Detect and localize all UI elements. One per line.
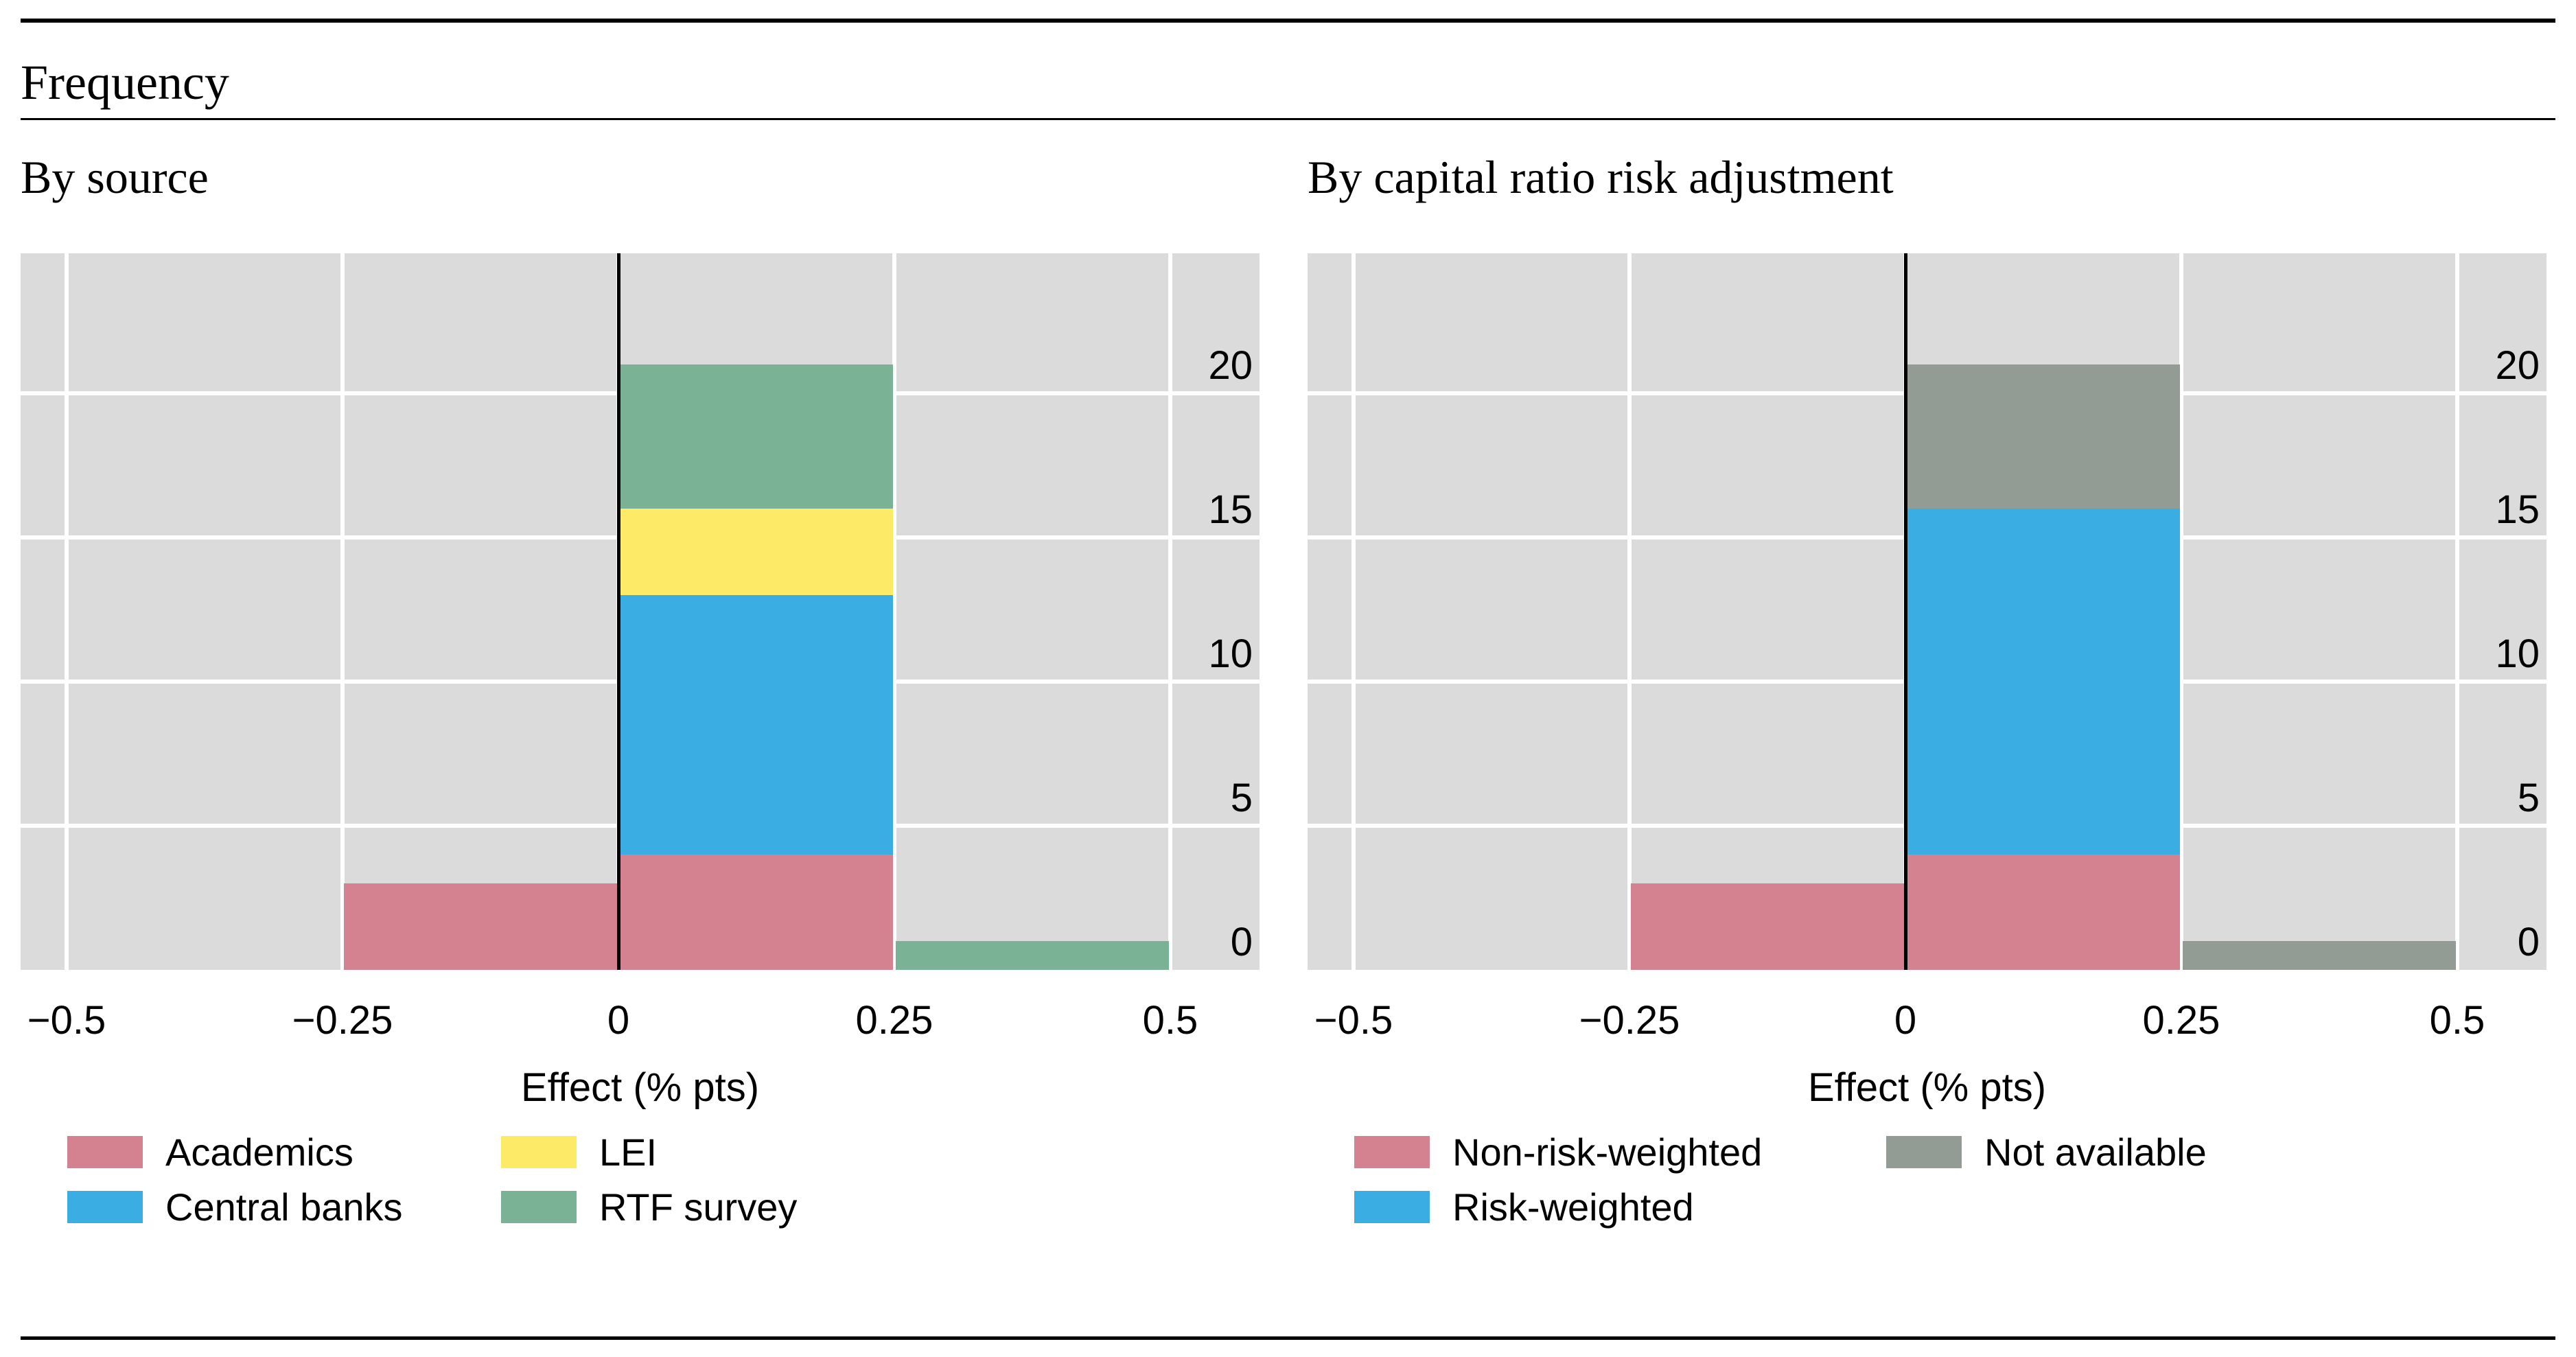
plot-area: 0 5 10 15 20 — [21, 253, 1260, 970]
y-axis-tick-label: 20 — [2495, 343, 2540, 388]
legend-label: Academics — [165, 1130, 353, 1174]
x-axis-tick-label: −0.25 — [292, 998, 393, 1043]
y-axis-tick-label: 10 — [1208, 631, 1253, 676]
figure-title: Frequency — [21, 55, 229, 110]
x-axis-tick-label: 0 — [1894, 998, 1917, 1043]
vertical-gridline — [340, 253, 345, 970]
bar-segment — [620, 364, 893, 509]
bottom-rule — [21, 1336, 2555, 1340]
x-axis-label: Effect (% pts) — [1807, 1065, 2047, 1110]
legend-item: Central banks — [67, 1185, 501, 1229]
vertical-gridline — [892, 253, 896, 970]
legend: Non-risk-weighted Risk-weighted Not availa… — [1354, 1130, 2418, 1229]
title-divider-rule — [21, 118, 2555, 120]
x-axis-label: Effect (% pts) — [520, 1065, 760, 1110]
legend-item: RTF survey — [501, 1185, 935, 1229]
y-axis-tick-label: 5 — [2517, 776, 2540, 820]
x-axis-tick-label: 0.25 — [2142, 998, 2220, 1043]
bar-segment — [896, 941, 1169, 970]
bar-segment — [1907, 855, 2180, 970]
legend-item: Not available — [1886, 1130, 2418, 1174]
legend-swatch — [1354, 1191, 1430, 1223]
y-axis-tick-label: 5 — [1230, 776, 1253, 820]
vertical-gridline — [2455, 253, 2459, 970]
bar-segment — [1907, 364, 2180, 509]
bar-segment — [620, 595, 893, 855]
x-axis-tick-label: 0.25 — [855, 998, 933, 1043]
vertical-gridline — [65, 253, 69, 970]
x-axis-tick-label: −0.5 — [1314, 998, 1393, 1043]
vertical-gridline — [1351, 253, 1356, 970]
legend-label: Risk-weighted — [1452, 1185, 1694, 1229]
legend-swatch — [1354, 1136, 1430, 1168]
legend-swatch — [501, 1136, 577, 1168]
bar-segment — [620, 855, 893, 970]
legend: Academics Central banks LEI RTF survey — [67, 1130, 935, 1229]
y-axis-tick-label: 15 — [2495, 487, 2540, 532]
x-axis-tick-label: −0.5 — [27, 998, 106, 1043]
zero-axis-line — [1903, 253, 1907, 970]
bar-segment — [2183, 941, 2456, 970]
y-axis-tick-label: 20 — [1208, 343, 1253, 388]
y-axis-tick-label: 10 — [2495, 631, 2540, 676]
legend-swatch — [67, 1191, 143, 1223]
x-axis-tick-label: −0.25 — [1579, 998, 1680, 1043]
y-axis-tick-label: 15 — [1208, 487, 1253, 532]
zero-axis-line — [616, 253, 620, 970]
legend-label: LEI — [599, 1130, 658, 1174]
vertical-gridline — [2179, 253, 2183, 970]
legend-swatch — [67, 1136, 143, 1168]
vertical-gridline — [1627, 253, 1632, 970]
legend-swatch — [501, 1191, 577, 1223]
legend-label: RTF survey — [599, 1185, 798, 1229]
y-axis-tick-label: 0 — [2517, 920, 2540, 964]
y-axis-tick-label: 0 — [1230, 920, 1253, 964]
plot-area: 0 5 10 15 20 — [1308, 253, 2546, 970]
x-axis-tick-label: 0.5 — [2429, 998, 2485, 1043]
chart-subtitle: By capital ratio risk adjustment — [1308, 151, 1894, 203]
x-axis-tick-label: 0.5 — [1142, 998, 1198, 1043]
x-axis-tick-label: 0 — [607, 998, 630, 1043]
bar-segment — [344, 883, 617, 970]
legend-item: LEI — [501, 1130, 935, 1174]
bar-segment — [620, 509, 893, 595]
legend-label: Non-risk-weighted — [1452, 1130, 1763, 1174]
top-rule — [21, 19, 2555, 23]
legend-label: Central banks — [165, 1185, 403, 1229]
legend-item: Risk-weighted — [1354, 1185, 1886, 1229]
legend-swatch — [1886, 1136, 1962, 1168]
chart-subtitle: By source — [21, 151, 209, 203]
legend-label: Not available — [1984, 1130, 2207, 1174]
bar-segment — [1907, 509, 2180, 855]
bar-segment — [1631, 883, 1904, 970]
vertical-gridline — [1168, 253, 1172, 970]
legend-item: Academics — [67, 1130, 501, 1174]
legend-item: Non-risk-weighted — [1354, 1130, 1886, 1174]
